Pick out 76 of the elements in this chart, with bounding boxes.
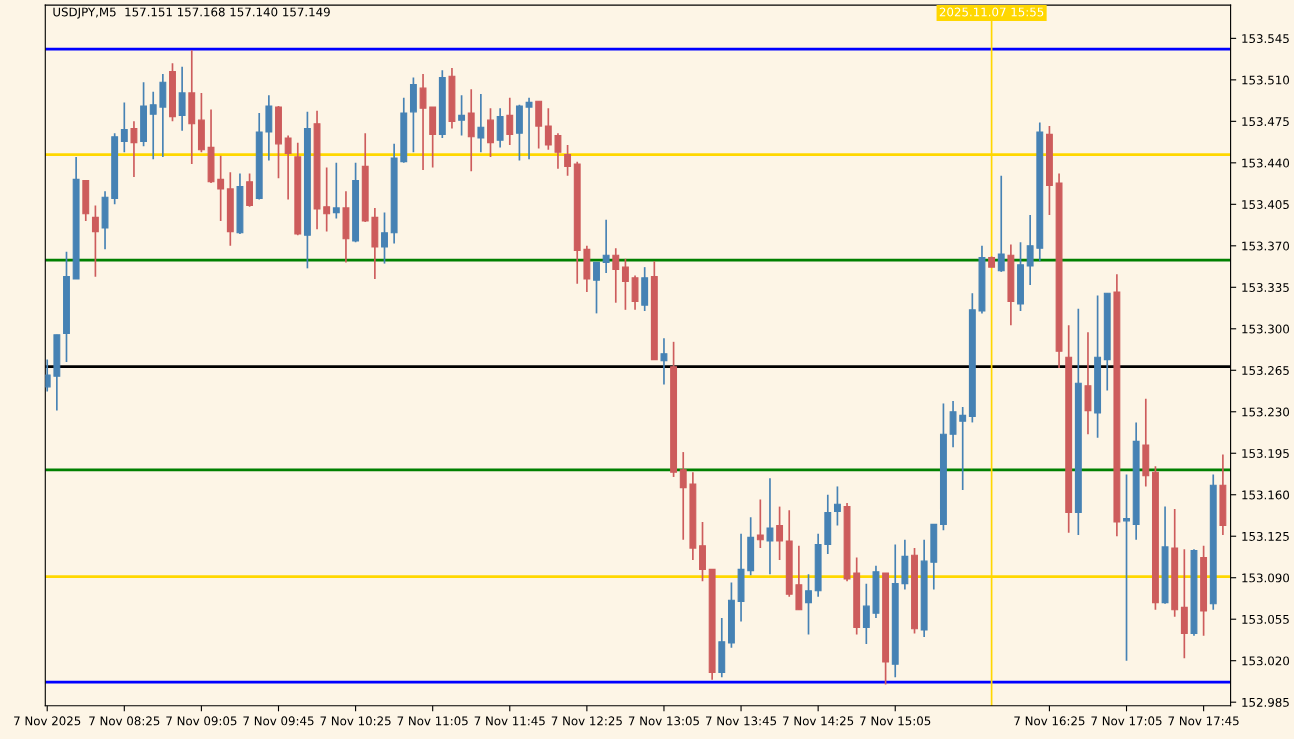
- candlestick: [833, 485, 841, 527]
- candlestick: [805, 573, 812, 636]
- candlestick: [862, 582, 870, 645]
- candlestick: [120, 101, 128, 153]
- y-tick-label: 153.160: [1242, 490, 1290, 500]
- candlestick: [660, 337, 668, 386]
- x-tick-label: 7 Nov 09:45: [243, 716, 314, 726]
- y-tick-label: 153.440: [1242, 158, 1290, 168]
- candlestick: [496, 107, 504, 149]
- y-tick-label: 153.195: [1242, 448, 1289, 458]
- y-tick-label: 153.125: [1242, 531, 1289, 541]
- x-tick-label: 7 Nov 08:25: [89, 716, 160, 726]
- candlestick: [332, 161, 340, 220]
- y-tick-label: 153.020: [1242, 656, 1290, 666]
- x-tick-label: 7 Nov 13:05: [628, 716, 699, 726]
- candlestick: [91, 204, 99, 278]
- candlestick: [45, 358, 51, 393]
- x-tick-label: 7 Nov 14:25: [783, 716, 854, 726]
- x-tick-label: 7 Nov 13:45: [705, 716, 777, 726]
- candlestick: [217, 154, 225, 222]
- candlestick: [602, 218, 610, 274]
- candlestick: [766, 477, 774, 576]
- candlestick: [621, 258, 629, 311]
- y-tick-label: 153.405: [1242, 200, 1289, 209]
- candlestick: [699, 521, 706, 583]
- y-tick-label: 153.090: [1242, 573, 1290, 583]
- candlestick: [323, 166, 331, 233]
- y-tick-label: 153.545: [1242, 34, 1289, 44]
- candlestick: [467, 88, 475, 172]
- y-tick-label: 153.265: [1242, 366, 1289, 375]
- candlestick: [419, 73, 427, 171]
- y-tick-label: 153.370: [1242, 241, 1290, 251]
- y-tick-label: 153.230: [1242, 407, 1290, 417]
- x-tick-label: 7 Nov 10:25: [320, 716, 391, 726]
- candlestick: [679, 451, 687, 541]
- candlestick: [149, 90, 157, 161]
- candlestick: [477, 93, 485, 153]
- y-tick-label: 153.055: [1242, 614, 1289, 624]
- candlestick: [756, 498, 764, 549]
- y-tick-label: 153.300: [1242, 324, 1290, 334]
- candlestick: [506, 96, 514, 146]
- x-tick-label: 7 Nov 12:25: [551, 716, 622, 726]
- candlestick: [1123, 473, 1130, 662]
- candlestick: [381, 211, 388, 265]
- candlestick: [544, 107, 552, 151]
- ref-line-label: 2025.11.07 15:55: [939, 7, 1044, 17]
- candlestick: [525, 96, 533, 161]
- x-tick-label: 7 Nov 16:25: [1014, 716, 1085, 726]
- x-tick-label: 7 Nov 17:05: [1091, 716, 1162, 726]
- candlestick: [776, 505, 784, 561]
- y-tick-label: 153.335: [1242, 283, 1289, 292]
- x-tick-label: 7 Nov 11:05: [397, 716, 468, 726]
- candlestick: [554, 132, 562, 170]
- x-tick-label: 7 Nov 11:45: [474, 716, 545, 726]
- candlestick: [1026, 214, 1034, 286]
- candlestick: [130, 120, 138, 178]
- candlestick: [458, 94, 466, 137]
- candlestick: [246, 172, 254, 208]
- candlestick: [593, 261, 600, 315]
- chart-title: USDJPY,M5 157.151 157.168 157.140 157.149: [53, 7, 330, 19]
- candlestick: [487, 107, 494, 158]
- candlestick: [178, 65, 186, 132]
- x-tick-label: 7 Nov 2025: [14, 716, 81, 726]
- y-tick-label: 153.510: [1242, 75, 1290, 85]
- candlestick: [564, 144, 572, 177]
- candlestick: [612, 247, 620, 304]
- candlestick: [949, 400, 957, 449]
- candlestick: [997, 175, 1005, 273]
- x-tick-label: 7 Nov 15:05: [860, 716, 931, 726]
- x-tick-label: 7 Nov 17:45: [1168, 716, 1239, 726]
- x-tick-label: 7 Nov 09:05: [166, 716, 237, 726]
- candlestick: [284, 134, 292, 201]
- y-tick-label: 153.475: [1242, 117, 1289, 126]
- candlestick: [631, 274, 639, 311]
- candlestick: [959, 406, 967, 491]
- y-tick-label: 152.985: [1242, 697, 1289, 707]
